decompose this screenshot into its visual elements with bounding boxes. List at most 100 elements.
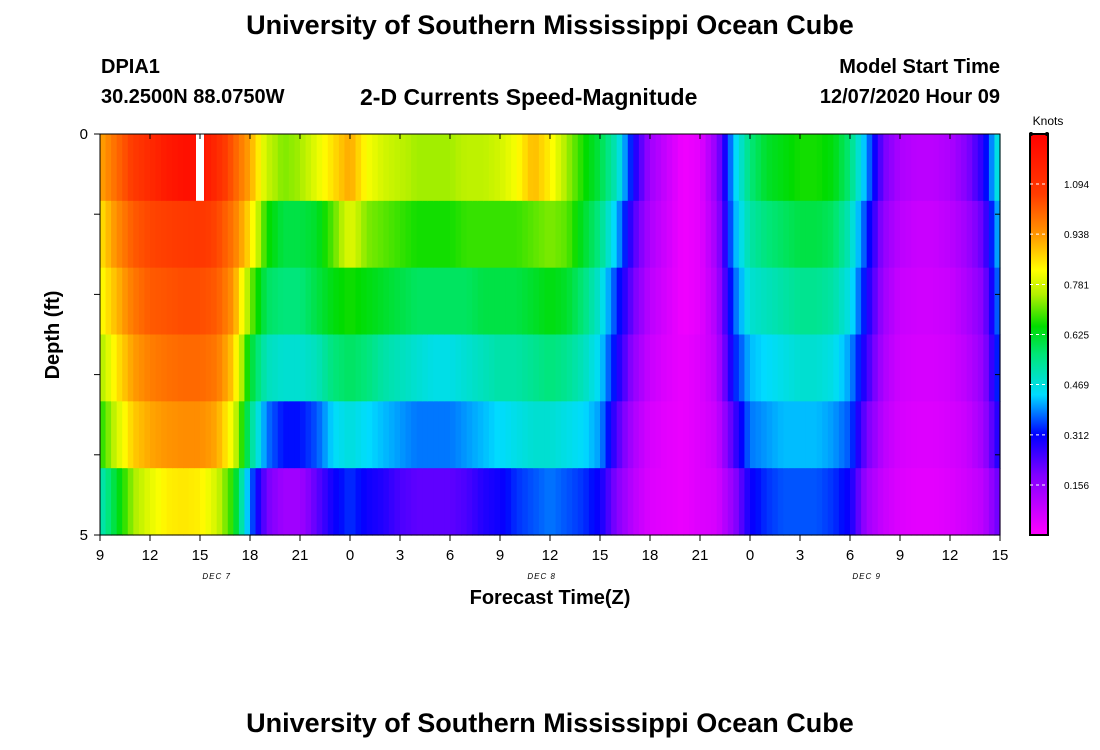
heatmap-cell (866, 468, 873, 536)
heatmap-cell (172, 200, 179, 269)
heatmap-cell (516, 267, 523, 336)
heatmap-cell (544, 267, 551, 336)
heatmap-cell (427, 267, 434, 336)
heatmap-cell (172, 468, 179, 536)
heatmap-cell (716, 334, 723, 402)
heatmap-cell (750, 468, 757, 536)
heatmap-cell (688, 200, 696, 269)
heatmap-cell (105, 134, 112, 202)
heatmap-cell (755, 401, 762, 469)
heatmap-cell (855, 200, 862, 269)
heatmap-cell (861, 134, 868, 202)
heatmap-cell (755, 200, 762, 269)
heatmap-cell (872, 468, 879, 536)
heatmap-cell (383, 334, 390, 402)
heatmap-cell (122, 134, 129, 202)
heatmap-cell (533, 134, 540, 202)
heatmap-cell (288, 468, 296, 536)
heatmap-cell (555, 134, 562, 202)
heatmap-cell (772, 334, 779, 402)
heatmap-cell (572, 468, 579, 536)
heatmap-cell (888, 401, 896, 469)
heatmap-cell (927, 334, 934, 402)
heatmap-cell (738, 468, 746, 536)
heatmap-cell (166, 267, 173, 336)
heatmap-cell (805, 267, 812, 336)
heatmap-cell (472, 200, 479, 269)
heatmap-cell (322, 468, 329, 536)
heatmap-cell (988, 401, 996, 469)
heatmap-cell (638, 468, 646, 536)
heatmap-cell (138, 134, 146, 202)
heatmap-cell (238, 401, 246, 469)
heatmap-cell (327, 200, 334, 269)
heatmap-cell (961, 134, 968, 202)
heatmap-cell (161, 468, 168, 536)
heatmap-cell (344, 200, 351, 269)
heatmap-cell (255, 200, 262, 269)
heatmap-cell (644, 468, 651, 536)
heatmap-cell (344, 401, 351, 469)
heatmap-cell (994, 334, 1001, 402)
heatmap-cell (822, 468, 829, 536)
heatmap-cell (555, 401, 562, 469)
heatmap-cell (322, 401, 329, 469)
heatmap-cell (383, 468, 390, 536)
heatmap-cell (372, 134, 379, 202)
heatmap-cell (755, 334, 762, 402)
heatmap-cell (705, 134, 712, 202)
heatmap-cell (972, 267, 979, 336)
heatmap-cell (411, 134, 418, 202)
heatmap-cell (338, 468, 346, 536)
heatmap-cell (683, 200, 690, 269)
heatmap-cell (594, 267, 601, 336)
heatmap-cell (983, 334, 990, 402)
heatmap-cell (716, 468, 723, 536)
heatmap-cell (144, 267, 151, 336)
heatmap-cell (661, 134, 668, 202)
heatmap-cell (277, 200, 284, 269)
y-tick-label: 5 (80, 527, 88, 544)
heatmap-cell (194, 401, 201, 469)
heatmap-cell (377, 468, 384, 536)
heatmap-cell (300, 134, 307, 202)
heatmap-cell (633, 134, 640, 202)
heatmap-cell (188, 200, 196, 269)
heatmap-cell (350, 468, 357, 536)
heatmap-cell (288, 134, 296, 202)
heatmap-cell (866, 134, 873, 202)
heatmap-cell (272, 200, 279, 269)
heatmap-cell (727, 134, 734, 202)
heatmap-cell (566, 401, 573, 469)
x-tick-label: 15 (592, 547, 609, 564)
heatmap-cell (300, 468, 307, 536)
heatmap-cell (916, 134, 923, 202)
heatmap-cell (300, 401, 307, 469)
model-start-label: Model Start Time (839, 56, 1000, 78)
heatmap-cell (227, 468, 234, 536)
heatmap-cell (583, 200, 590, 269)
heatmap-cell (250, 401, 257, 469)
heatmap-cell (855, 267, 862, 336)
heatmap-cell (838, 334, 846, 402)
heatmap-cell (861, 334, 868, 402)
heatmap-cell (155, 200, 162, 269)
model-start-time: 12/07/2020 Hour 09 (819, 86, 1000, 108)
heatmap-cell (850, 134, 857, 202)
heatmap-cell (900, 468, 907, 536)
heatmap-cell (872, 401, 879, 469)
heatmap-cell (877, 267, 884, 336)
heatmap-cell (566, 334, 573, 402)
heatmap-cell (888, 200, 896, 269)
heatmap-cell (422, 401, 429, 469)
heatmap-cell (416, 401, 423, 469)
heatmap-cell (483, 334, 490, 402)
heatmap-cell (294, 401, 301, 469)
heatmap-cell (366, 401, 373, 469)
heatmap-cell (238, 200, 246, 269)
heatmap-cell (933, 267, 940, 336)
heatmap-cell (900, 134, 907, 202)
heatmap-cell (594, 401, 601, 469)
heatmap-cell (211, 267, 218, 336)
heatmap-cell (927, 468, 934, 536)
